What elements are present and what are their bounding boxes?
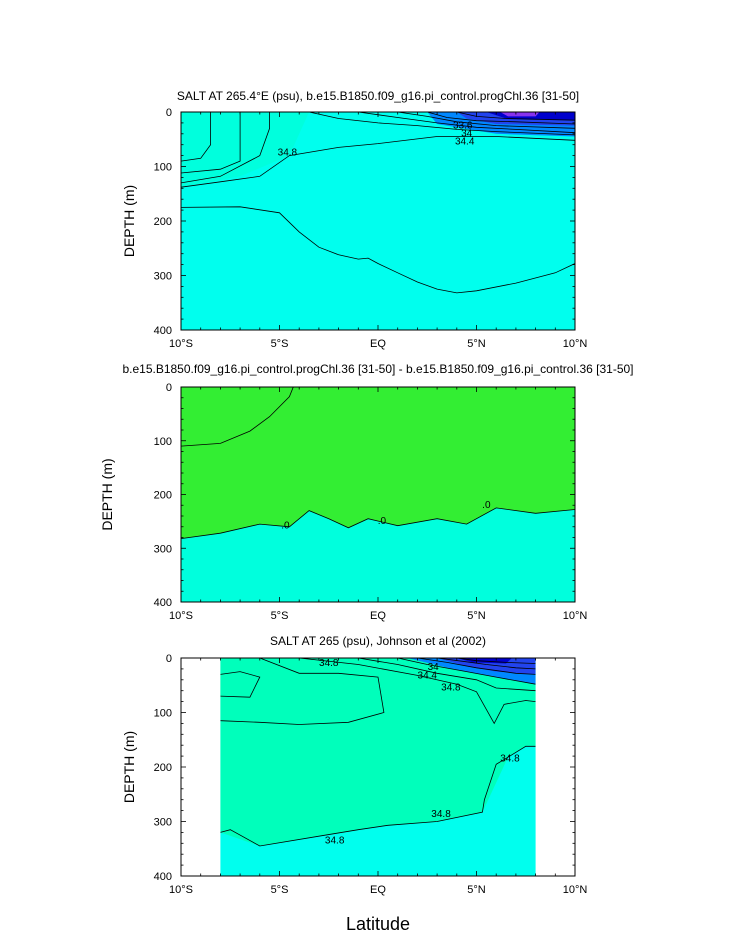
y-tick-label: 100: [154, 708, 172, 720]
contour-line: [181, 507, 575, 539]
region-salinity-below-33: [500, 112, 540, 117]
contour-label: 33.6: [453, 120, 473, 131]
y-tick-label: 200: [154, 490, 172, 502]
y-axis-label: DEPTH (m): [121, 185, 137, 257]
contour-line: [220, 671, 261, 698]
contour-line: [181, 112, 241, 174]
y-tick-label: 300: [154, 543, 172, 555]
contour-line: [220, 745, 536, 847]
contour-label: 34.4: [418, 671, 438, 682]
contour-label: .0: [281, 520, 290, 531]
y-tick-label: 0: [166, 107, 172, 119]
y-tick-label: 0: [166, 653, 172, 665]
contour-line: [456, 658, 536, 664]
y-tick-label: 100: [154, 436, 172, 448]
contour-line: [181, 136, 575, 188]
contour-panel-2: .0 .0 .0 10°S 5°S EQ 5°N 10°N 0 100 200 300 400 DEPTH…: [99, 362, 634, 622]
contour-label: 34.8: [441, 683, 461, 694]
region-salinity-below-34: [437, 658, 536, 675]
y-tick-label: 100: [154, 162, 172, 174]
x-tick-label: 5°N: [467, 610, 486, 622]
x-tick-label: 10°S: [169, 884, 193, 896]
x-tick-label: 5°S: [271, 884, 289, 896]
region-difference-positive: [181, 387, 575, 539]
x-tick-label: EQ: [370, 338, 386, 350]
x-axis-label: Latitude: [346, 914, 410, 934]
x-tick-label: EQ: [370, 610, 386, 622]
filled-contours: [181, 387, 575, 539]
panel-title: b.e15.B1850.f09_g16.pi_control.progChl.3…: [122, 362, 633, 376]
contour-line: [220, 658, 385, 725]
contour-label: 34: [428, 662, 440, 673]
contour-line: [417, 658, 536, 675]
contour-label: 34.8: [278, 148, 298, 159]
contour-line: [299, 658, 536, 725]
panel-title: SALT AT 265.4°E (psu), b.e15.B1850.f09_g…: [177, 89, 579, 103]
x-tick-label: 10°N: [563, 338, 588, 350]
contour-label: 34: [461, 129, 473, 140]
y-tick-label: 0: [166, 382, 172, 394]
contour-label: 34.4: [455, 137, 475, 148]
x-tick-label: 10°N: [563, 884, 588, 896]
contour-line: [181, 387, 294, 447]
contour-line: [181, 112, 271, 184]
contour-line: [358, 658, 536, 692]
x-tick-label: EQ: [370, 884, 386, 896]
contour-label: 34.8: [500, 754, 520, 765]
contour-lines: [181, 112, 575, 294]
contour-line: [427, 112, 575, 125]
x-tick-label: 5°S: [271, 338, 289, 350]
y-axis-label: DEPTH (m): [121, 731, 137, 803]
contour-label: .0: [482, 500, 491, 511]
region-salinity-34.7-34.8: [181, 112, 310, 188]
y-tick-label: 200: [154, 216, 172, 228]
contour-line: [181, 206, 575, 294]
contour-lines: [181, 387, 575, 539]
x-tick-label: 5°S: [271, 610, 289, 622]
contour-line: [397, 112, 575, 129]
contour-line: [397, 658, 536, 685]
contour-label: 34.8: [319, 658, 339, 669]
x-tick-label: 10°S: [169, 338, 193, 350]
x-tick-label: 5°N: [467, 884, 486, 896]
contour-line: [437, 658, 536, 670]
x-tick-label: 5°N: [467, 338, 486, 350]
contour-lines: [220, 658, 536, 847]
contour-label: 34.8: [325, 835, 345, 846]
axis-ticks: [180, 386, 576, 603]
contour-line: [309, 112, 575, 136]
axis-ticks: [180, 657, 576, 877]
region-salinity-34.8-34.9: [220, 658, 536, 846]
y-tick-label: 300: [154, 271, 172, 283]
y-tick-label: 400: [154, 597, 172, 609]
y-tick-label: 300: [154, 817, 172, 829]
y-tick-label: 400: [154, 871, 172, 883]
contour-line: [358, 112, 575, 134]
y-tick-label: 200: [154, 762, 172, 774]
y-tick-label: 400: [154, 325, 172, 337]
x-tick-label: 10°S: [169, 610, 193, 622]
contour-line: [456, 112, 575, 121]
contour-label: 34.8: [431, 809, 451, 820]
contour-line: [181, 112, 212, 162]
y-axis-label: DEPTH (m): [99, 458, 115, 530]
axis-ticks: [180, 111, 576, 331]
panel-title: SALT AT 265 (psu), Johnson et al (2002): [270, 634, 486, 648]
filled-contours: [220, 658, 536, 846]
contour-label: .0: [378, 516, 387, 527]
x-tick-label: 10°N: [563, 610, 588, 622]
